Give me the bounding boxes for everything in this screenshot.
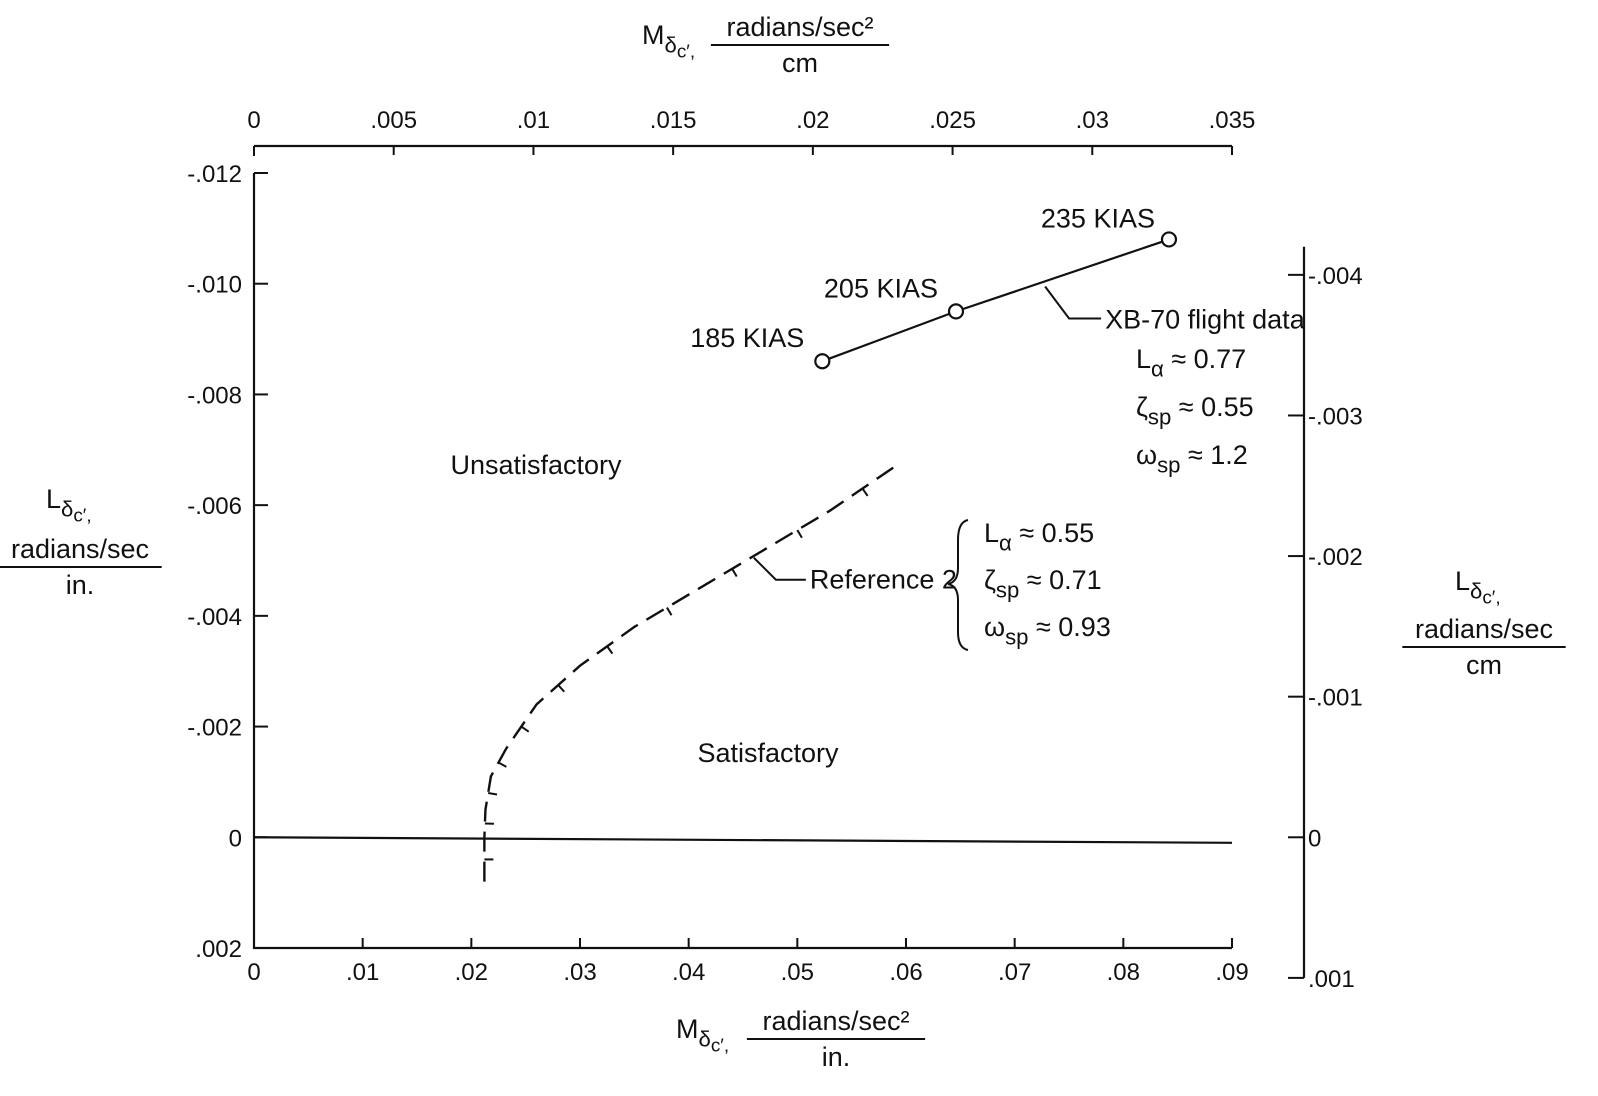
reference2-param: ζsp ≈ 0.71 (984, 565, 1102, 603)
reference2-brace (947, 519, 969, 651)
x-bottom-tick-label: .09 (1215, 959, 1248, 986)
y-left-tick-label: -.010 (187, 272, 242, 299)
x-top-tick-label: .03 (1076, 107, 1109, 134)
y-right-title-denominator: cm (1466, 650, 1502, 680)
y-left-tick-label: -.006 (187, 493, 242, 520)
x-top-tick-label: .01 (517, 107, 550, 134)
y-right-tick-label: -.002 (1308, 544, 1363, 571)
xb70-point-label: 235 KIAS (1041, 203, 1155, 233)
x-bottom-tick-label: .02 (455, 959, 488, 986)
x-bottom-tick-label: .06 (889, 959, 922, 986)
y-left-title-symbol: Lδc′, (46, 484, 92, 527)
x-top-tick-label: .015 (650, 107, 697, 134)
x-bottom-title-numerator: radians/sec² (762, 1006, 909, 1036)
xb70-data-point (814, 353, 831, 370)
y-left-tick-label: .002 (195, 936, 242, 963)
x-top-tick-label: .02 (796, 107, 829, 134)
reference2-hatch (520, 725, 530, 733)
xb70-data-point (1160, 231, 1178, 248)
xb70-param: ζsp ≈ 0.55 (1136, 392, 1254, 430)
x-bottom-tick-label: .08 (1107, 959, 1140, 986)
reference2-hatch (731, 568, 738, 578)
y-right-tick-label: .001 (1308, 966, 1355, 993)
x-top-title-numerator: radians/sec² (726, 12, 873, 42)
reference2-series-name: Reference 2 (810, 565, 957, 595)
y-left-title-numerator: radians/sec (11, 534, 149, 564)
x-bottom-title-symbol: Mδc′, (676, 1014, 729, 1057)
x-bottom-title-denominator: in. (822, 1042, 851, 1072)
x-top-title-denominator: cm (782, 48, 818, 78)
x-top-tick-label: .025 (929, 107, 976, 134)
x-top-tick-label: 0 (247, 107, 260, 134)
y-left-tick-label: -.012 (187, 161, 242, 188)
y-right-tick-label: 0 (1308, 825, 1321, 852)
y-left-title-denominator: in. (66, 570, 95, 600)
reference2-hatch (861, 487, 869, 497)
reference2-hatch (488, 792, 498, 796)
y-right-tick-label: -.001 (1308, 685, 1363, 712)
y-right-title-symbol: Lδc′, (1455, 566, 1501, 609)
reference2-param: Lα ≈ 0.55 (984, 518, 1094, 556)
y-right-title-numerator: radians/sec (1415, 614, 1553, 644)
region-label-unsatisfactory: Unsatisfactory (450, 450, 622, 480)
y-right-tick-label: -.004 (1308, 263, 1363, 290)
x-top-tick-label: .005 (370, 107, 417, 134)
x-bottom-tick-label: .03 (563, 959, 596, 986)
reference2-hatch (557, 684, 566, 693)
reference2-hatch (666, 607, 673, 616)
xb70-param: ωsp ≈ 1.2 (1136, 440, 1248, 478)
chart-labels: 0 .01 .02 .03 .04 .05 .06 .07 .08 .09 0 .005 .01 .015… (0, 12, 1566, 1072)
region-label-satisfactory: Satisfactory (697, 738, 839, 768)
y-right-tick-label: -.003 (1308, 403, 1363, 430)
xb70-leader-line (1044, 285, 1102, 320)
xb70-param: Lα ≈ 0.77 (1136, 344, 1246, 382)
xb70-point-label: 205 KIAS (824, 273, 938, 303)
chart-marks (253, 231, 1233, 882)
reference2-hatch (606, 645, 614, 655)
reference2-hatch (498, 761, 507, 768)
y-left-tick-label: 0 (229, 825, 242, 852)
y-left-tick-label: -.004 (187, 604, 242, 631)
x-top-tick-label: .035 (1209, 107, 1256, 134)
axes (252, 144, 1306, 979)
y-left-tick-label: -.008 (187, 382, 242, 409)
x-bottom-tick-label: 0 (247, 959, 260, 986)
left-bottom-axis (252, 173, 1232, 950)
x-bottom-tick-label: .07 (998, 959, 1031, 986)
x-bottom-tick-label: .05 (781, 959, 814, 986)
xb70-data-point (947, 303, 965, 320)
reference2-leader-line (753, 557, 806, 581)
x-bottom-tick-label: .01 (346, 959, 379, 986)
y-left-tick-label: -.002 (187, 715, 242, 742)
x-bottom-tick-label: .04 (672, 959, 705, 986)
reference2-param: ωsp ≈ 0.93 (984, 612, 1111, 650)
xb70-point-label: 185 KIAS (690, 323, 804, 353)
x-top-title-symbol: Mδc′, (642, 20, 695, 63)
xb70-series-name: XB-70 flight data (1105, 304, 1306, 334)
reference2-boundary (483, 465, 896, 882)
zero-line (253, 836, 1233, 844)
reference2-hatch (796, 529, 803, 539)
